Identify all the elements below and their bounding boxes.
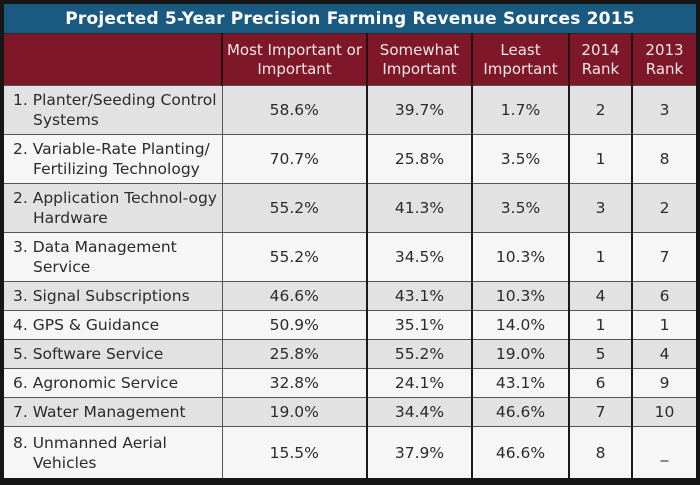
category-label: 6. Agronomic Service [4, 368, 222, 398]
table-row: 8. Unmanned Aerial Vehicles 15.5% 37.9% 46.… [4, 426, 696, 478]
category-label: 3. Signal Subscriptions [4, 281, 222, 311]
rank-2014-cell: 7 [568, 397, 632, 427]
rank-2013-cell: 7 [631, 232, 696, 282]
somewhat-important-cell: 39.7% [366, 85, 472, 135]
rank-2014-cell: 4 [568, 281, 632, 311]
table-frame: Projected 5-Year Precision Farming Reven… [4, 4, 696, 482]
most-important-cell: 15.5% [221, 426, 367, 478]
least-important-cell: 46.6% [471, 426, 569, 478]
rank-2013-cell: 2 [631, 183, 696, 233]
category-label: 1. Planter/Seeding Control Systems [4, 85, 222, 135]
somewhat-important-cell: 34.5% [366, 232, 472, 282]
least-important-cell: 19.0% [471, 339, 569, 369]
table-row: 2. Variable-Rate Planting/ Fertilizing T… [4, 134, 696, 184]
rank-2013-cell: 6 [631, 281, 696, 311]
rank-2013-cell: 9 [631, 368, 696, 398]
least-important-cell: 10.3% [471, 281, 569, 311]
category-label: 2. Variable-Rate Planting/ Fertilizing T… [4, 134, 222, 184]
somewhat-important-cell: 24.1% [366, 368, 472, 398]
rank-2013-cell: _ [631, 426, 696, 478]
least-important-cell: 14.0% [471, 310, 569, 340]
category-label: 4. GPS & Guidance [4, 310, 222, 340]
least-important-cell: 3.5% [471, 134, 569, 184]
least-important-cell: 46.6% [471, 397, 569, 427]
table-row: 5. Software Service 25.8% 55.2% 19.0% 5 4 [4, 339, 696, 369]
table-row: 1. Planter/Seeding Control Systems 58.6% 3… [4, 85, 696, 135]
least-important-cell: 43.1% [471, 368, 569, 398]
somewhat-important-cell: 34.4% [366, 397, 472, 427]
most-important-cell: 58.6% [221, 85, 367, 135]
category-label-text: 3. Data Management Service [13, 238, 177, 276]
header-least-important: Least Important [471, 33, 569, 86]
category-label-text: 7. Water Management [13, 403, 186, 421]
least-important-cell: 10.3% [471, 232, 569, 282]
table-row: 2. Application Technol-ogy Hardware 55.2%… [4, 183, 696, 233]
most-important-cell: 46.6% [221, 281, 367, 311]
somewhat-important-cell: 55.2% [366, 339, 472, 369]
somewhat-important-cell: 37.9% [366, 426, 472, 478]
rank-2013-cell: 10 [631, 397, 696, 427]
rank-2014-cell: 1 [568, 134, 632, 184]
category-label-text: 3. Signal Subscriptions [13, 287, 190, 305]
category-label-text: 2. Application Technol-ogy Hardware [13, 189, 217, 227]
category-label: 2. Application Technol-ogy Hardware [4, 183, 222, 233]
category-label: 5. Software Service [4, 339, 222, 369]
least-important-cell: 3.5% [471, 183, 569, 233]
header-2014-rank: 2014 Rank [568, 33, 632, 86]
somewhat-important-cell: 43.1% [366, 281, 472, 311]
category-label-text: 2. Variable-Rate Planting/ Fertilizing T… [13, 140, 210, 178]
category-label: 3. Data Management Service [4, 232, 222, 282]
most-important-cell: 70.7% [221, 134, 367, 184]
rank-2013-cell: 3 [631, 85, 696, 135]
somewhat-important-cell: 41.3% [366, 183, 472, 233]
revenue-sources-table: Most Important or Important Somewhat Imp… [4, 33, 696, 478]
header-somewhat-important: Somewhat Important [366, 33, 472, 86]
table-title: Projected 5-Year Precision Farming Reven… [4, 4, 696, 33]
most-important-cell: 50.9% [221, 310, 367, 340]
least-important-cell: 1.7% [471, 85, 569, 135]
most-important-cell: 19.0% [221, 397, 367, 427]
most-important-cell: 55.2% [221, 232, 367, 282]
table-row: 3. Signal Subscriptions 46.6% 43.1% 10.3% 4 6 [4, 281, 696, 311]
table-row: 3. Data Management Service 55.2% 34.5% 10.3… [4, 232, 696, 282]
rank-2014-cell: 8 [568, 426, 632, 478]
category-label-text: 1. Planter/Seeding Control Systems [13, 91, 217, 129]
category-label-text: 5. Software Service [13, 345, 164, 363]
rank-2013-cell: 1 [631, 310, 696, 340]
header-2013-rank: 2013 Rank [631, 33, 696, 86]
rank-2014-cell: 1 [568, 232, 632, 282]
header-most-important: Most Important or Important [221, 33, 367, 86]
somewhat-important-cell: 35.1% [366, 310, 472, 340]
rank-2014-cell: 5 [568, 339, 632, 369]
category-label: 7. Water Management [4, 397, 222, 427]
header-category [4, 33, 222, 86]
most-important-cell: 25.8% [221, 339, 367, 369]
rank-2013-cell: 4 [631, 339, 696, 369]
rank-2014-cell: 3 [568, 183, 632, 233]
rank-2013-cell: 8 [631, 134, 696, 184]
table-row: 7. Water Management 19.0% 34.4% 46.6% 7 10 [4, 397, 696, 427]
rank-2014-cell: 2 [568, 85, 632, 135]
most-important-cell: 32.8% [221, 368, 367, 398]
header-row: Most Important or Important Somewhat Imp… [4, 33, 696, 86]
somewhat-important-cell: 25.8% [366, 134, 472, 184]
category-label-text: 8. Unmanned Aerial Vehicles [13, 433, 167, 472]
rank-2014-cell: 6 [568, 368, 632, 398]
table-row: 4. GPS & Guidance 50.9% 35.1% 14.0% 1 1 [4, 310, 696, 340]
table-row: 6. Agronomic Service 32.8% 24.1% 43.1% 6 9 [4, 368, 696, 398]
most-important-cell: 55.2% [221, 183, 367, 233]
category-label: 8. Unmanned Aerial Vehicles [4, 426, 222, 478]
category-label-text: 4. GPS & Guidance [13, 316, 160, 334]
rank-2014-cell: 1 [568, 310, 632, 340]
category-label-text: 6. Agronomic Service [13, 374, 179, 392]
